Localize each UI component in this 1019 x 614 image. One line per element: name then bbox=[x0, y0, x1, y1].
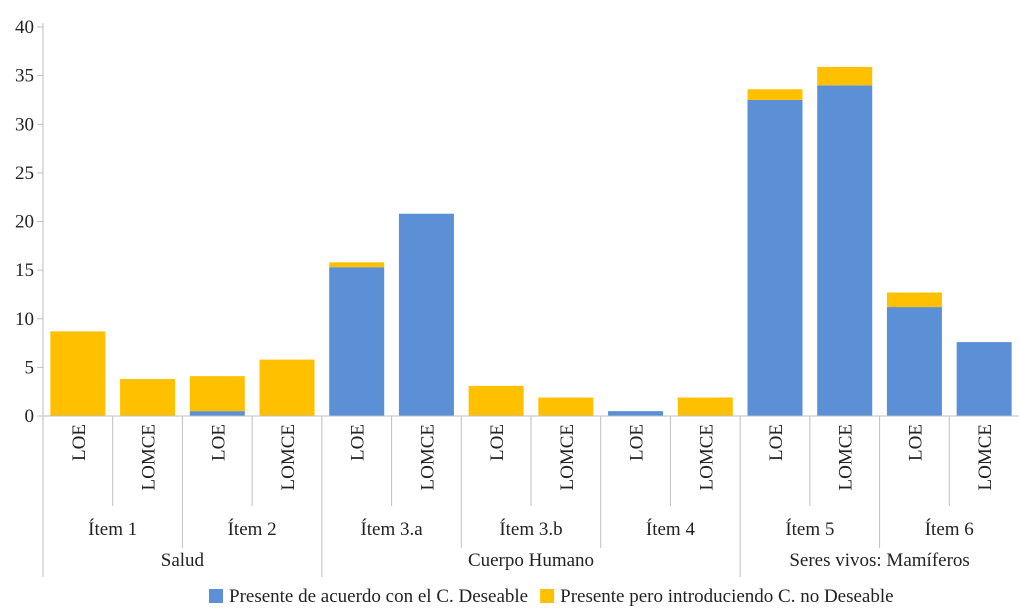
bar-no-deseable-12 bbox=[886, 292, 942, 308]
legend-swatch-no-deseable bbox=[540, 589, 555, 603]
legend-label-deseable: Presente de acuerdo con el C. Deseable bbox=[229, 586, 528, 607]
y-tick-label: 30 bbox=[15, 114, 34, 135]
bar-no-deseable-3 bbox=[259, 359, 315, 416]
axes-layer bbox=[37, 23, 1019, 577]
y-tick-label: 5 bbox=[25, 357, 35, 378]
category-label: LOE bbox=[766, 424, 787, 461]
item-label: Ítem 1 bbox=[88, 518, 137, 540]
bar-no-deseable-7 bbox=[538, 397, 594, 416]
legend-swatch-deseable bbox=[209, 589, 223, 603]
bar-no-deseable-4 bbox=[329, 262, 385, 268]
category-label: LOMCE bbox=[975, 424, 996, 491]
item-label: Ítem 3.a bbox=[360, 518, 423, 540]
category-label: LOMCE bbox=[836, 424, 857, 491]
category-label: LOMCE bbox=[417, 424, 438, 491]
bar-deseable-2 bbox=[189, 411, 245, 416]
y-tick-label: 40 bbox=[15, 17, 34, 38]
category-label: LOMCE bbox=[278, 424, 299, 491]
item-label: Ítem 3.b bbox=[499, 518, 562, 540]
y-tick-label: 25 bbox=[15, 163, 34, 184]
category-label: LOMCE bbox=[139, 424, 160, 491]
group-label: Seres vivos: Mamíferos bbox=[789, 550, 969, 571]
category-label: LOE bbox=[348, 424, 369, 461]
bar-no-deseable-10 bbox=[747, 89, 803, 100]
legend-label-no-deseable: Presente pero introduciendo C. no Deseab… bbox=[560, 586, 893, 607]
y-tick-label: 20 bbox=[15, 212, 34, 233]
group-label: Cuerpo Humano bbox=[468, 550, 594, 571]
bar-no-deseable-0 bbox=[50, 331, 106, 416]
bar-no-deseable-1 bbox=[120, 379, 176, 416]
group-label: Salud bbox=[161, 550, 205, 571]
category-label: LOE bbox=[487, 424, 508, 461]
category-label: LOMCE bbox=[557, 424, 578, 491]
category-label: LOMCE bbox=[696, 424, 717, 491]
bar-no-deseable-11 bbox=[817, 66, 873, 86]
y-tick-label: 35 bbox=[15, 66, 34, 87]
bar-no-deseable-2 bbox=[189, 376, 245, 412]
labels-layer: 0 5 10 15 20 25 30 35 40 LOE LOMCE LOE LOMCE LOE LOMCE… bbox=[15, 17, 996, 571]
bar-deseable-13 bbox=[956, 342, 1012, 416]
item-label: Ítem 5 bbox=[785, 518, 834, 540]
item-label: Ítem 2 bbox=[228, 518, 277, 540]
category-label: LOE bbox=[627, 424, 648, 461]
y-tick-label: 15 bbox=[15, 260, 34, 281]
bar-deseable-4 bbox=[329, 267, 385, 416]
bars-layer bbox=[50, 66, 1012, 416]
bar-deseable-12 bbox=[886, 307, 942, 416]
category-label: LOE bbox=[905, 424, 926, 461]
bar-no-deseable-9 bbox=[677, 397, 733, 416]
item-label: Ítem 6 bbox=[925, 518, 974, 540]
category-label: LOE bbox=[69, 424, 90, 461]
category-label: LOE bbox=[208, 424, 229, 461]
item-label: Ítem 4 bbox=[646, 518, 696, 540]
y-tick-label: 0 bbox=[25, 406, 35, 427]
legend: Presente de acuerdo con el C. Deseable Pr… bbox=[209, 586, 894, 607]
bar-deseable-11 bbox=[817, 85, 873, 416]
bar-deseable-10 bbox=[747, 99, 803, 416]
bar-deseable-5 bbox=[398, 213, 454, 416]
y-tick-label: 10 bbox=[15, 309, 34, 330]
bar-no-deseable-6 bbox=[468, 385, 524, 416]
bar-deseable-8 bbox=[608, 411, 664, 416]
